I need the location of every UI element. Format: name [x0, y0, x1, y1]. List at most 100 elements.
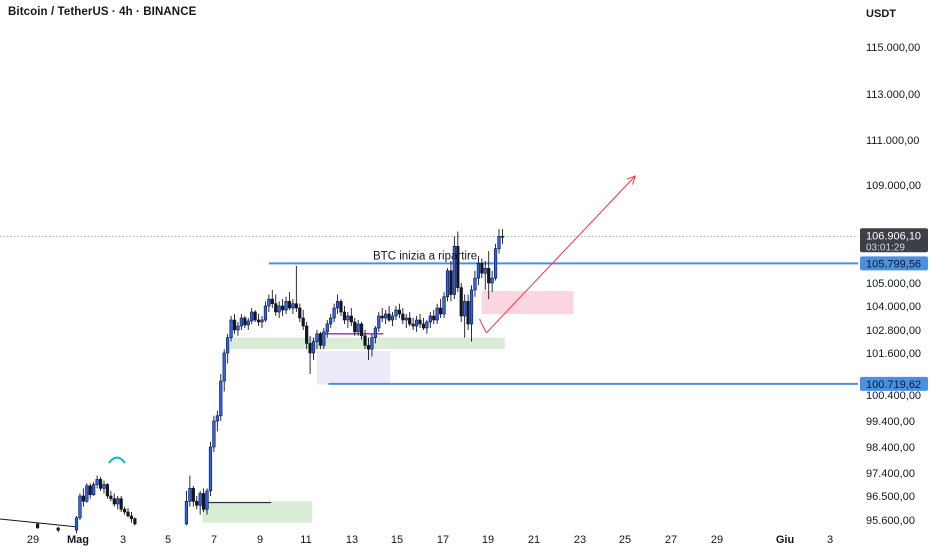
candle-body	[394, 309, 398, 317]
candle-body	[490, 277, 494, 284]
candle-body	[428, 315, 432, 323]
candle-body	[349, 315, 353, 323]
x-tick-label: 21	[528, 534, 540, 546]
candle-body	[308, 343, 312, 354]
candle-body	[270, 298, 274, 305]
candle-body	[92, 484, 96, 496]
candle-body	[322, 331, 326, 346]
candle-body	[195, 501, 199, 506]
candle-body	[184, 501, 189, 525]
candle-body	[229, 319, 233, 338]
x-tick-label: 27	[665, 534, 677, 546]
candle-body	[463, 301, 467, 317]
candle-body	[370, 337, 374, 350]
x-tick-label: 15	[391, 534, 403, 546]
candle-body	[445, 270, 450, 298]
x-tick-label: 13	[346, 534, 358, 546]
candle-body	[205, 490, 209, 510]
candle-body	[243, 317, 247, 326]
candle-body	[493, 248, 498, 279]
candle-body	[291, 303, 295, 309]
candle-body	[95, 479, 99, 485]
candle-body	[380, 315, 384, 319]
y-tick-label: 109.000,00	[866, 180, 921, 192]
candle-body	[305, 325, 309, 344]
candle-body	[294, 303, 298, 309]
x-tick-label: 19	[482, 534, 494, 546]
candle-body	[74, 517, 79, 531]
last-price-tag-bg	[860, 228, 928, 253]
candle-body	[315, 333, 319, 342]
candle-body	[414, 319, 419, 327]
candle-body	[267, 298, 271, 307]
x-tick-label: Mag	[67, 534, 89, 546]
candle-body	[469, 289, 474, 325]
candle-body	[198, 493, 202, 506]
candle-body	[311, 341, 316, 354]
candle-body	[133, 518, 137, 525]
candle-body	[102, 484, 106, 489]
supply-zone	[481, 291, 574, 314]
candle-body	[284, 301, 288, 311]
x-tick-label: 23	[574, 534, 586, 546]
candle-body	[466, 301, 470, 325]
candle-body	[250, 311, 254, 322]
candle-body	[126, 511, 130, 517]
candle-body	[500, 236, 505, 238]
arrow-leg	[479, 318, 487, 334]
candle-body	[188, 488, 192, 502]
candle-body	[119, 498, 123, 510]
candle-body	[35, 523, 40, 529]
candle-body	[421, 323, 426, 329]
x-tick-label: 5	[165, 534, 171, 546]
x-tick-label: 11	[300, 534, 311, 546]
arrow-head	[626, 175, 637, 185]
y-tick-label: 102.800,00	[866, 325, 921, 337]
candle-body	[256, 319, 261, 323]
candle-body	[473, 277, 477, 291]
y-tick-label: 113.000,00	[866, 89, 920, 101]
candle-body	[202, 493, 206, 510]
candle-body	[452, 245, 456, 295]
candle-body	[222, 352, 226, 382]
candle-body	[476, 263, 481, 279]
x-tick-label: 3	[120, 534, 126, 546]
candle-body	[335, 301, 340, 309]
countdown-tag: 03:01:29	[866, 242, 905, 253]
candle-body	[390, 315, 395, 321]
y-tick-label: 100.400,00	[866, 390, 921, 402]
candle-body	[459, 287, 463, 317]
x-tick-label: 7	[211, 534, 217, 546]
candle-body	[116, 498, 120, 505]
x-tick-label: 25	[619, 534, 631, 546]
candle-body	[325, 323, 329, 333]
level-tag-1: 105.799,56	[866, 258, 921, 270]
candle-body	[404, 317, 408, 321]
candle-body	[232, 319, 237, 331]
candle-body	[191, 488, 195, 502]
y-tick-label: 95.600,00	[866, 515, 915, 527]
candle-body	[373, 327, 377, 338]
candle-body	[274, 303, 278, 313]
candle-body	[263, 305, 268, 321]
level-tag-bg-2	[860, 376, 928, 391]
candle-body	[236, 325, 240, 331]
x-tick-label: 29	[711, 534, 723, 546]
candle-body	[298, 307, 302, 319]
candle-body	[442, 296, 446, 315]
candle-body	[56, 527, 60, 531]
candle-body	[401, 313, 405, 321]
candle-body	[98, 479, 103, 489]
candle-body	[339, 301, 343, 313]
candle-body	[301, 317, 305, 327]
candle-body	[239, 317, 243, 327]
y-tick-label: 104.000,00	[866, 301, 921, 313]
candle-body	[435, 307, 439, 321]
range-zone	[316, 351, 391, 385]
candle-body	[360, 323, 364, 337]
candle-body	[253, 311, 257, 321]
support-zone-low	[202, 501, 313, 523]
level-tag-2: 100.719,62	[866, 379, 921, 391]
